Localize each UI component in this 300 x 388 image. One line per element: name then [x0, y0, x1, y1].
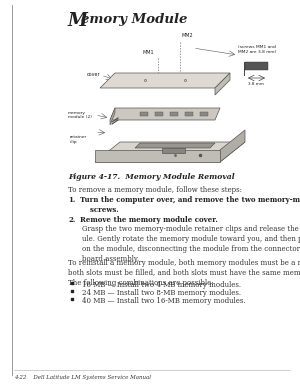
Text: Remove the memory module cover.: Remove the memory module cover.	[80, 216, 218, 224]
Polygon shape	[110, 108, 220, 120]
Text: 1.: 1.	[68, 196, 75, 204]
Text: 3.8 mm: 3.8 mm	[248, 82, 264, 86]
Text: 4-22    Dell Latitude LM Systems Service Manual: 4-22 Dell Latitude LM Systems Service Ma…	[14, 375, 151, 380]
Polygon shape	[185, 112, 193, 116]
Polygon shape	[155, 112, 163, 116]
Text: To remove a memory module, follow these steps:: To remove a memory module, follow these …	[68, 186, 242, 194]
Polygon shape	[220, 130, 245, 162]
Polygon shape	[200, 112, 208, 116]
Polygon shape	[162, 148, 185, 153]
Polygon shape	[140, 112, 148, 116]
Polygon shape	[95, 142, 245, 162]
Text: Grasp the two memory-module retainer clips and release the memory mod-
ule. Gent: Grasp the two memory-module retainer cli…	[82, 225, 300, 263]
Text: Turn the computer over, and remove the two memory-module cover
    screws.: Turn the computer over, and remove the t…	[80, 196, 300, 214]
Text: 40 MB — Install two 16-MB memory modules.: 40 MB — Install two 16-MB memory modules…	[82, 297, 246, 305]
Text: MM1: MM1	[142, 50, 154, 55]
Polygon shape	[95, 150, 220, 162]
Polygon shape	[135, 143, 215, 148]
Text: retainer
clip: retainer clip	[70, 135, 87, 144]
Text: 24 MB — Install two 8-MB memory modules.: 24 MB — Install two 8-MB memory modules.	[82, 289, 241, 297]
Text: 2.: 2.	[68, 216, 75, 224]
Text: MM2: MM2	[182, 33, 194, 38]
Text: To reinstall a memory module, both memory modules must be a matched pair,
both s: To reinstall a memory module, both memor…	[68, 259, 300, 287]
Text: Figure 4-17.  Memory Module Removal: Figure 4-17. Memory Module Removal	[68, 173, 235, 181]
Polygon shape	[110, 108, 115, 125]
Text: emory Module: emory Module	[81, 13, 188, 26]
Text: cover: cover	[86, 73, 100, 78]
Text: 16 MB — Install two 4-MB memory modules.: 16 MB — Install two 4-MB memory modules.	[82, 281, 241, 289]
Polygon shape	[170, 112, 178, 116]
Polygon shape	[100, 73, 230, 88]
Polygon shape	[245, 62, 268, 70]
Text: memory
module (2): memory module (2)	[68, 111, 92, 120]
Text: (screws MM1 and
MM2 are 3.8 mm): (screws MM1 and MM2 are 3.8 mm)	[238, 45, 276, 54]
Polygon shape	[215, 73, 230, 95]
Text: M: M	[68, 12, 88, 30]
